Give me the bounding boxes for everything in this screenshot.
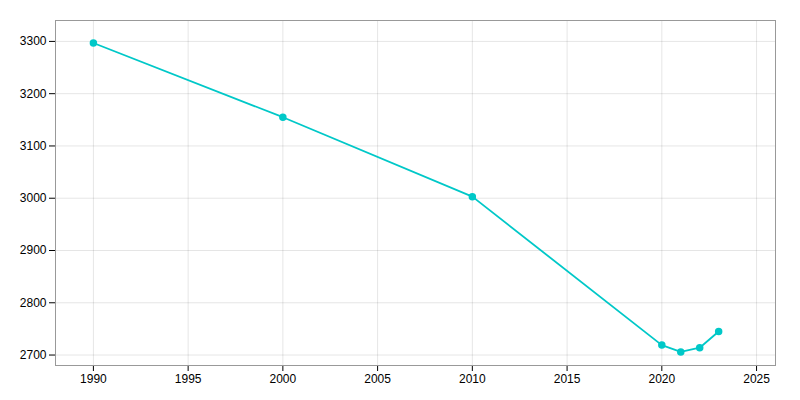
svg-text:2010: 2010 — [459, 372, 486, 386]
svg-text:1995: 1995 — [175, 372, 202, 386]
svg-text:2700: 2700 — [20, 348, 47, 362]
svg-text:1990: 1990 — [80, 372, 107, 386]
svg-text:2800: 2800 — [20, 296, 47, 310]
svg-text:3200: 3200 — [20, 87, 47, 101]
svg-text:3300: 3300 — [20, 34, 47, 48]
svg-text:2025: 2025 — [743, 372, 770, 386]
svg-text:2900: 2900 — [20, 243, 47, 257]
svg-text:3100: 3100 — [20, 139, 47, 153]
svg-text:2000: 2000 — [270, 372, 297, 386]
svg-text:2020: 2020 — [648, 372, 675, 386]
svg-text:3000: 3000 — [20, 191, 47, 205]
svg-text:2005: 2005 — [364, 372, 391, 386]
svg-text:2015: 2015 — [554, 372, 581, 386]
